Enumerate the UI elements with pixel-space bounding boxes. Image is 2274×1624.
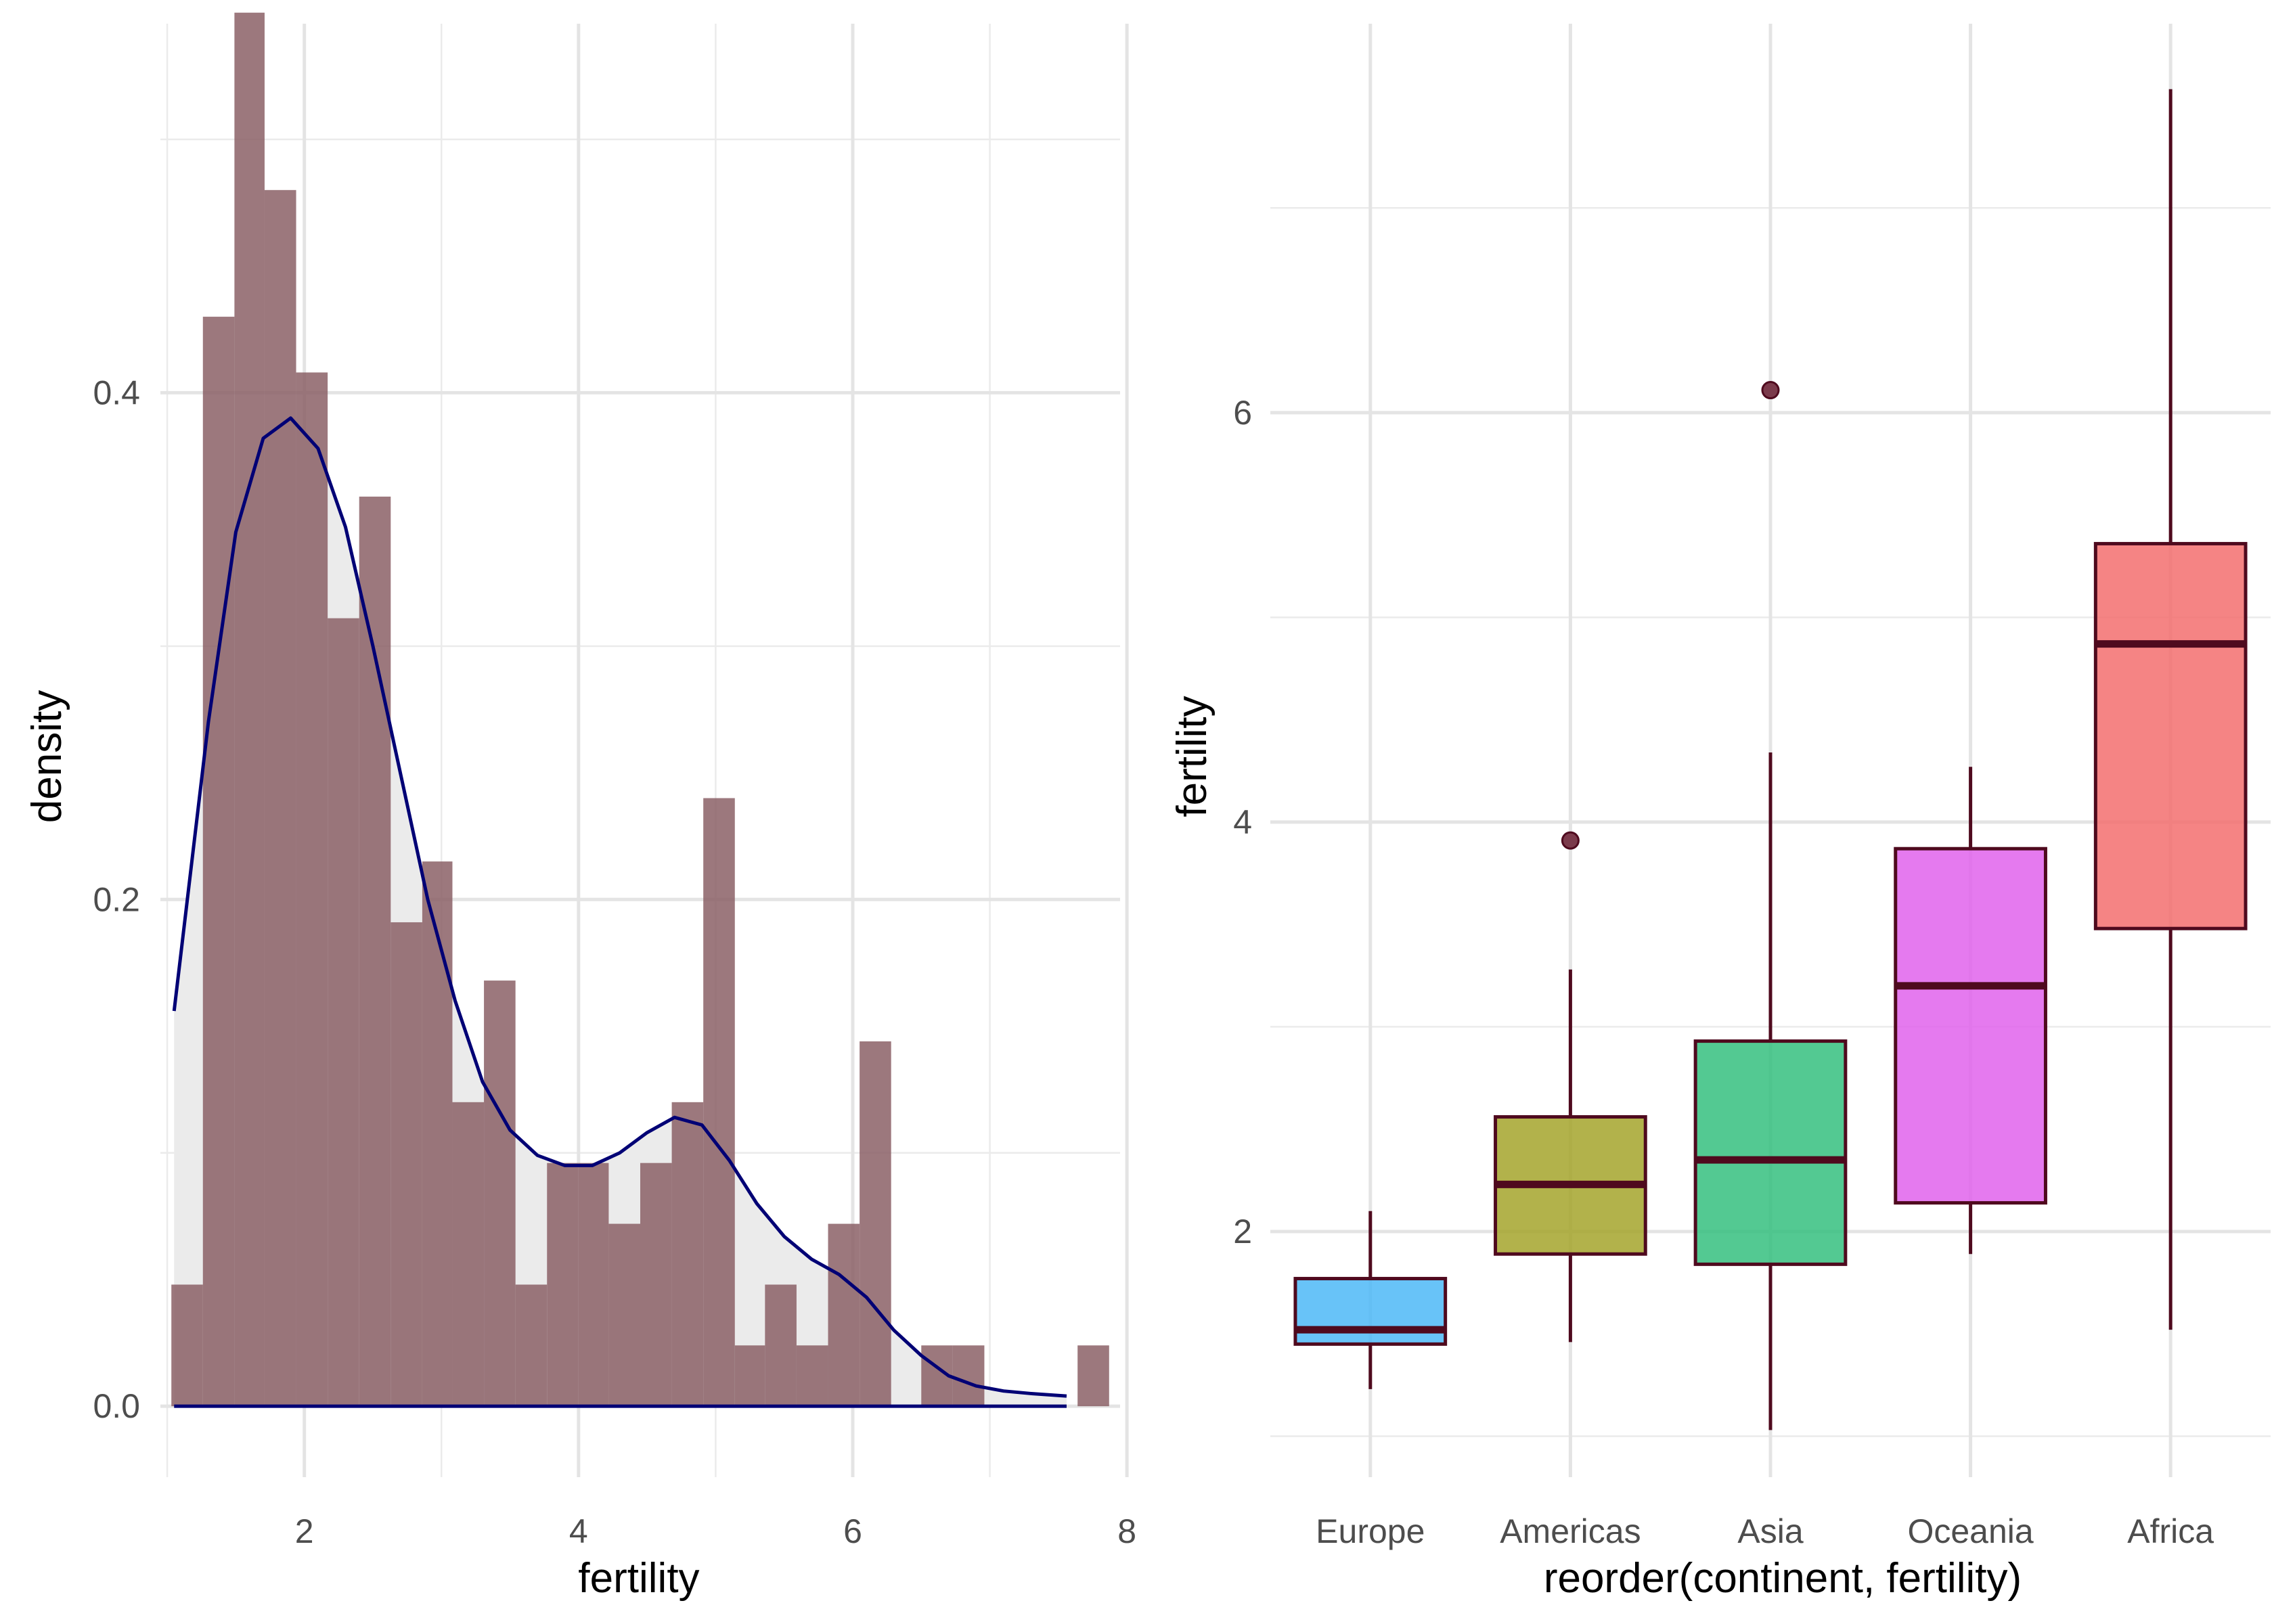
histogram-bar bbox=[171, 1284, 203, 1407]
box-asia bbox=[1693, 381, 1848, 1430]
histogram-bar bbox=[578, 1163, 609, 1407]
x-tick-label: Europe bbox=[1316, 1512, 1425, 1550]
iqr-box bbox=[1293, 1277, 1448, 1346]
histogram-bar bbox=[422, 861, 453, 1407]
x-tick-label: 8 bbox=[1117, 1512, 1136, 1550]
outlier-point bbox=[1761, 381, 1780, 400]
histogram-bar bbox=[734, 1345, 765, 1407]
box-africa bbox=[2093, 89, 2248, 1330]
histogram-x-axis-title: fertility bbox=[578, 1555, 699, 1602]
histogram-bar bbox=[796, 1345, 828, 1407]
y-tick-label: 0.0 bbox=[93, 1387, 140, 1425]
density-line bbox=[172, 416, 1067, 1398]
histogram-bars bbox=[171, 12, 1109, 1407]
histogram-panel: 2 4 6 8 0.0 0.2 0.4 fertility density bbox=[24, 12, 1136, 1602]
y-tick-label: 0.2 bbox=[93, 880, 140, 918]
boxplot-panel: Europe Americas Asia Oceania Africa 2 4 6 reord… bbox=[1169, 24, 2271, 1602]
x-tick-label: Africa bbox=[2127, 1512, 2214, 1550]
box-oceania bbox=[1894, 767, 2047, 1255]
histogram-bar bbox=[1077, 1345, 1109, 1407]
x-tick-label: 6 bbox=[843, 1512, 862, 1550]
y-tick-label: 2 bbox=[1233, 1213, 1252, 1250]
boxplot-y-axis-title: fertility bbox=[1169, 696, 1216, 817]
histogram-bar bbox=[234, 12, 265, 1407]
density-curve bbox=[172, 416, 1067, 1408]
box-americas bbox=[1494, 831, 1647, 1343]
histogram-bar bbox=[640, 1163, 672, 1407]
boxplot-boxes bbox=[1293, 89, 2248, 1430]
histogram-bar bbox=[296, 372, 328, 1407]
histogram-bar bbox=[452, 1102, 485, 1407]
histogram-bar bbox=[860, 1041, 891, 1407]
histogram-bar bbox=[547, 1163, 579, 1407]
box-europe bbox=[1293, 1211, 1448, 1389]
histogram-bar bbox=[359, 496, 391, 1407]
histogram-bar bbox=[391, 922, 422, 1407]
histogram-bar bbox=[952, 1345, 985, 1407]
boxplot-tick-labels: Europe Americas Asia Oceania Africa 2 4 6 bbox=[1233, 394, 2214, 1550]
y-tick-label: 6 bbox=[1233, 394, 1252, 432]
iqr-box bbox=[2093, 541, 2248, 930]
histogram-bar bbox=[202, 317, 235, 1407]
boxplot-x-axis-title: reorder(continent, fertility) bbox=[1544, 1555, 2022, 1602]
histogram-bar bbox=[828, 1223, 860, 1407]
histogram-bar bbox=[608, 1223, 640, 1407]
histogram-bar bbox=[671, 1102, 704, 1407]
x-tick-label: 2 bbox=[295, 1512, 314, 1550]
iqr-box bbox=[1693, 1039, 1848, 1266]
histogram-bar bbox=[328, 618, 359, 1407]
x-tick-label: Americas bbox=[1500, 1512, 1641, 1550]
y-tick-label: 0.4 bbox=[93, 374, 140, 411]
outlier-point bbox=[1561, 831, 1580, 850]
histogram-bar bbox=[703, 798, 735, 1407]
iqr-box bbox=[1894, 847, 2047, 1205]
histogram-tick-labels: 2 4 6 8 0.0 0.2 0.4 bbox=[93, 374, 1136, 1550]
histogram-bar bbox=[765, 1284, 797, 1407]
x-tick-label: Asia bbox=[1737, 1512, 1803, 1550]
histogram-bar bbox=[484, 980, 516, 1407]
x-tick-label: Oceania bbox=[1907, 1512, 2033, 1550]
histogram-bar bbox=[264, 189, 296, 1407]
x-tick-label: 4 bbox=[569, 1512, 588, 1550]
histogram-y-axis-title: density bbox=[24, 690, 70, 823]
histogram-bar bbox=[515, 1284, 548, 1407]
y-tick-label: 4 bbox=[1233, 803, 1252, 841]
